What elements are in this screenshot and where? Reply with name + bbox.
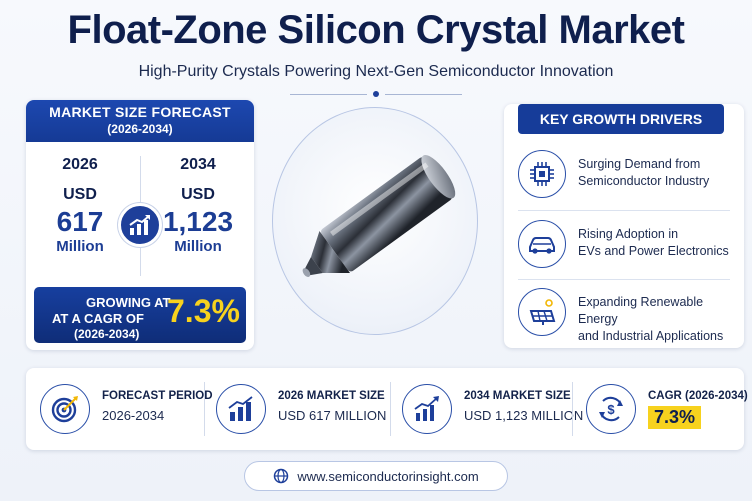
stat-cagr: $ CAGR (2026-2034) 7.3% [576,368,748,450]
globe-icon [274,468,289,484]
stat-forecast-period: FORECAST PERIOD 2026-2034 [30,368,213,450]
chip-icon [518,150,566,198]
start-value: 617 [56,206,104,237]
drivers-header: KEY GROWTH DRIVERS [518,104,724,134]
bar-chart-icon [216,384,266,434]
stat-2026-market-size: 2026 MARKET SIZE USD 617 MILLION [206,368,386,450]
driver-line-1: Surging Demand from [578,157,701,171]
start-unit: Million [56,238,104,255]
driver-line-1: Expanding Renewable Energy [578,295,704,326]
driver-line-2: EVs and Power Electronics [578,244,729,258]
stat-divider [390,382,391,436]
silicon-ingot-icon [302,155,456,277]
end-currency: USD [181,186,215,203]
forecast-header-period: (2026-2034) [107,122,173,136]
page-subtitle: High-Purity Crystals Powering Next-Gen S… [138,63,614,80]
car-icon [518,220,566,268]
forecast-end-column: 2034 USD 1,123 Million [148,156,248,255]
stat-label: CAGR (2026-2034) [648,390,748,402]
end-value: 1,123 [162,206,234,237]
cagr-highlight-box: GROWING AT AT A CAGR OF (2026-2034) 7.3% [34,287,246,343]
driver-divider [518,210,730,211]
forecast-header-title: MARKET SIZE FORECAST [49,104,231,120]
start-currency: USD [63,186,97,203]
stat-divider [204,382,205,436]
forecast-start-column: 2026 USD 617 Million [30,156,130,255]
website-link[interactable]: www.semiconductorinsight.com [244,461,508,491]
forecast-header: MARKET SIZE FORECAST (2026-2034) [26,100,254,142]
stat-value: USD 1,123 MILLION [464,408,584,423]
cagr-line-3: (2026-2034) [74,327,140,341]
stat-value: USD 617 MILLION [278,408,387,423]
stat-divider [572,382,573,436]
driver-item: Expanding Renewable Energy and Industria… [514,282,742,344]
page-title: Float-Zone Silicon Crystal Market [67,8,685,52]
stat-value: 7.3% [648,406,702,429]
growth-chart-icon [118,203,162,247]
end-unit: Million [174,238,222,255]
cagr-line-1: GROWING AT [86,295,171,310]
stat-label: 2026 MARKET SIZE [278,390,385,402]
stat-2034-market-size: 2034 MARKET SIZE USD 1,123 MILLION [392,368,583,450]
key-stats-bar: FORECAST PERIOD 2026-2034 2026 MARKET SI… [26,368,748,450]
cagr-line-2: AT A CAGR OF [52,311,144,326]
driver-text: Surging Demand from Semiconductor Indust… [578,156,744,190]
website-url: www.semiconductorinsight.com [297,468,479,484]
title-divider [290,91,462,97]
end-year: 2034 [180,156,216,173]
stat-value: 2026-2034 [102,408,165,423]
cagr-value: 7.3% [167,293,240,329]
stat-label: FORECAST PERIOD [102,390,213,402]
key-growth-drivers-panel: KEY GROWTH DRIVERS Surging Demand from S… [504,104,744,348]
driver-item: Surging Demand from Semiconductor Indust… [514,144,742,206]
target-icon [40,384,90,434]
driver-line-2: Semiconductor Industry [578,174,710,188]
svg-text:$: $ [607,402,615,417]
driver-line-1: Rising Adoption in [578,227,679,241]
solar-panel-icon [518,288,566,336]
driver-divider [518,279,730,280]
driver-text: Rising Adoption in EVs and Power Electro… [578,226,744,260]
driver-text: Expanding Renewable Energy and Industria… [578,294,744,345]
start-year: 2026 [62,156,98,173]
growth-chart-icon [402,384,452,434]
driver-item: Rising Adoption in EVs and Power Electro… [514,214,742,276]
market-size-forecast-panel: MARKET SIZE FORECAST (2026-2034) 2026 US… [26,100,254,350]
dollar-cycle-icon: $ [586,384,636,434]
driver-line-2: and Industrial Applications [578,329,724,343]
silicon-crystal-image [272,107,478,335]
stat-label: 2034 MARKET SIZE [464,390,571,402]
